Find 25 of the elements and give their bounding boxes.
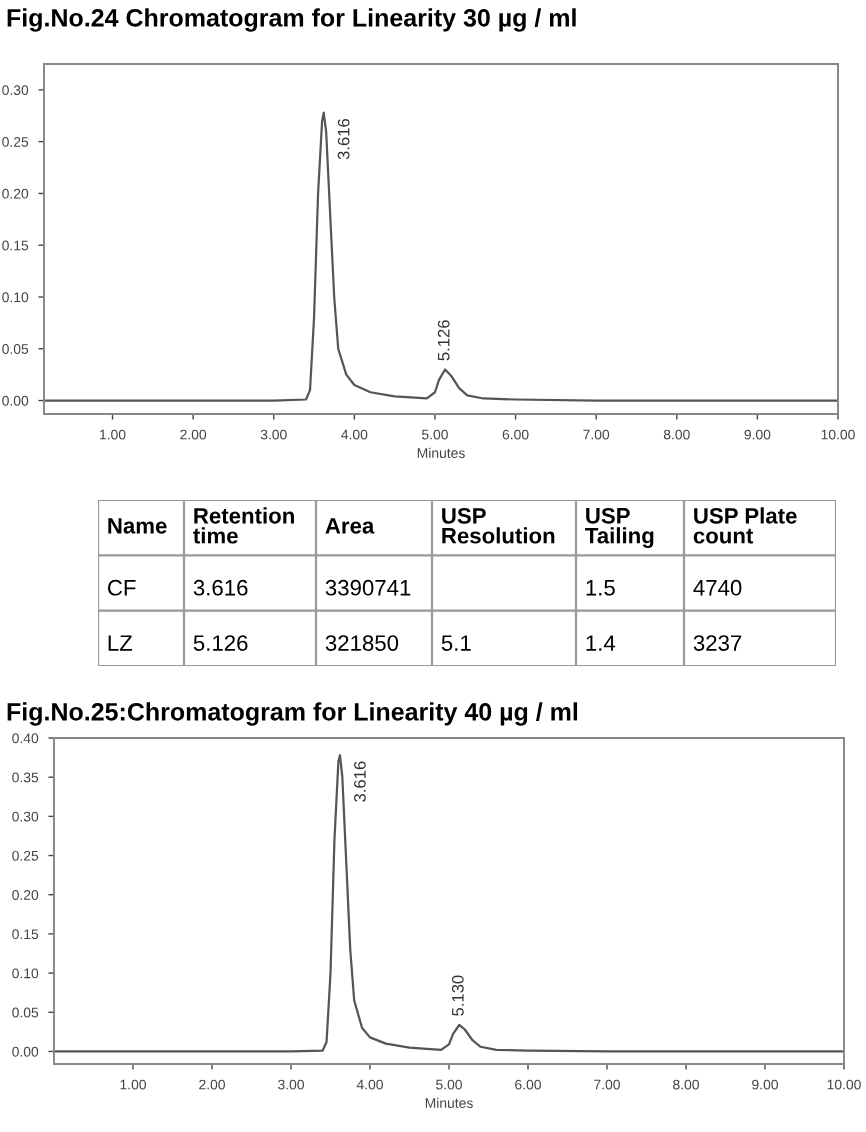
category-label: USP Plate count <box>693 507 797 544</box>
chart-title: Fig.No.24 Chromatogram for Linearity 30 µg / ml <box>7 8 576 32</box>
text: 3.616 <box>193 579 248 596</box>
line-series <box>44 111 838 402</box>
text: 321850 <box>325 635 399 651</box>
text: 3390741 <box>325 579 411 596</box>
text: LZ <box>108 635 133 651</box>
category-label: USP Tailing <box>585 507 654 549</box>
category-label: Name <box>108 518 167 534</box>
text: 1.4 <box>586 635 616 651</box>
annotation: 5.126 <box>437 320 450 361</box>
annotation: 3.616 <box>337 118 350 160</box>
text: 4740 <box>693 579 742 596</box>
text: 1.5 <box>586 580 615 596</box>
annotation: 5.130 <box>451 975 464 1016</box>
text: CF <box>107 579 136 596</box>
category-label: Area <box>325 518 375 534</box>
annotation: 3.616 <box>353 761 366 802</box>
category-label: Retention time <box>193 507 294 544</box>
line-series <box>54 754 844 1053</box>
text: 5.1 <box>441 635 471 651</box>
chart-title: Fig.No.25:Chromatogram for Linearity 40 µg / ml <box>7 702 578 726</box>
text: 3237 <box>693 635 742 651</box>
category-label: USP Resolution <box>442 507 555 544</box>
text: 5.126 <box>193 635 248 651</box>
